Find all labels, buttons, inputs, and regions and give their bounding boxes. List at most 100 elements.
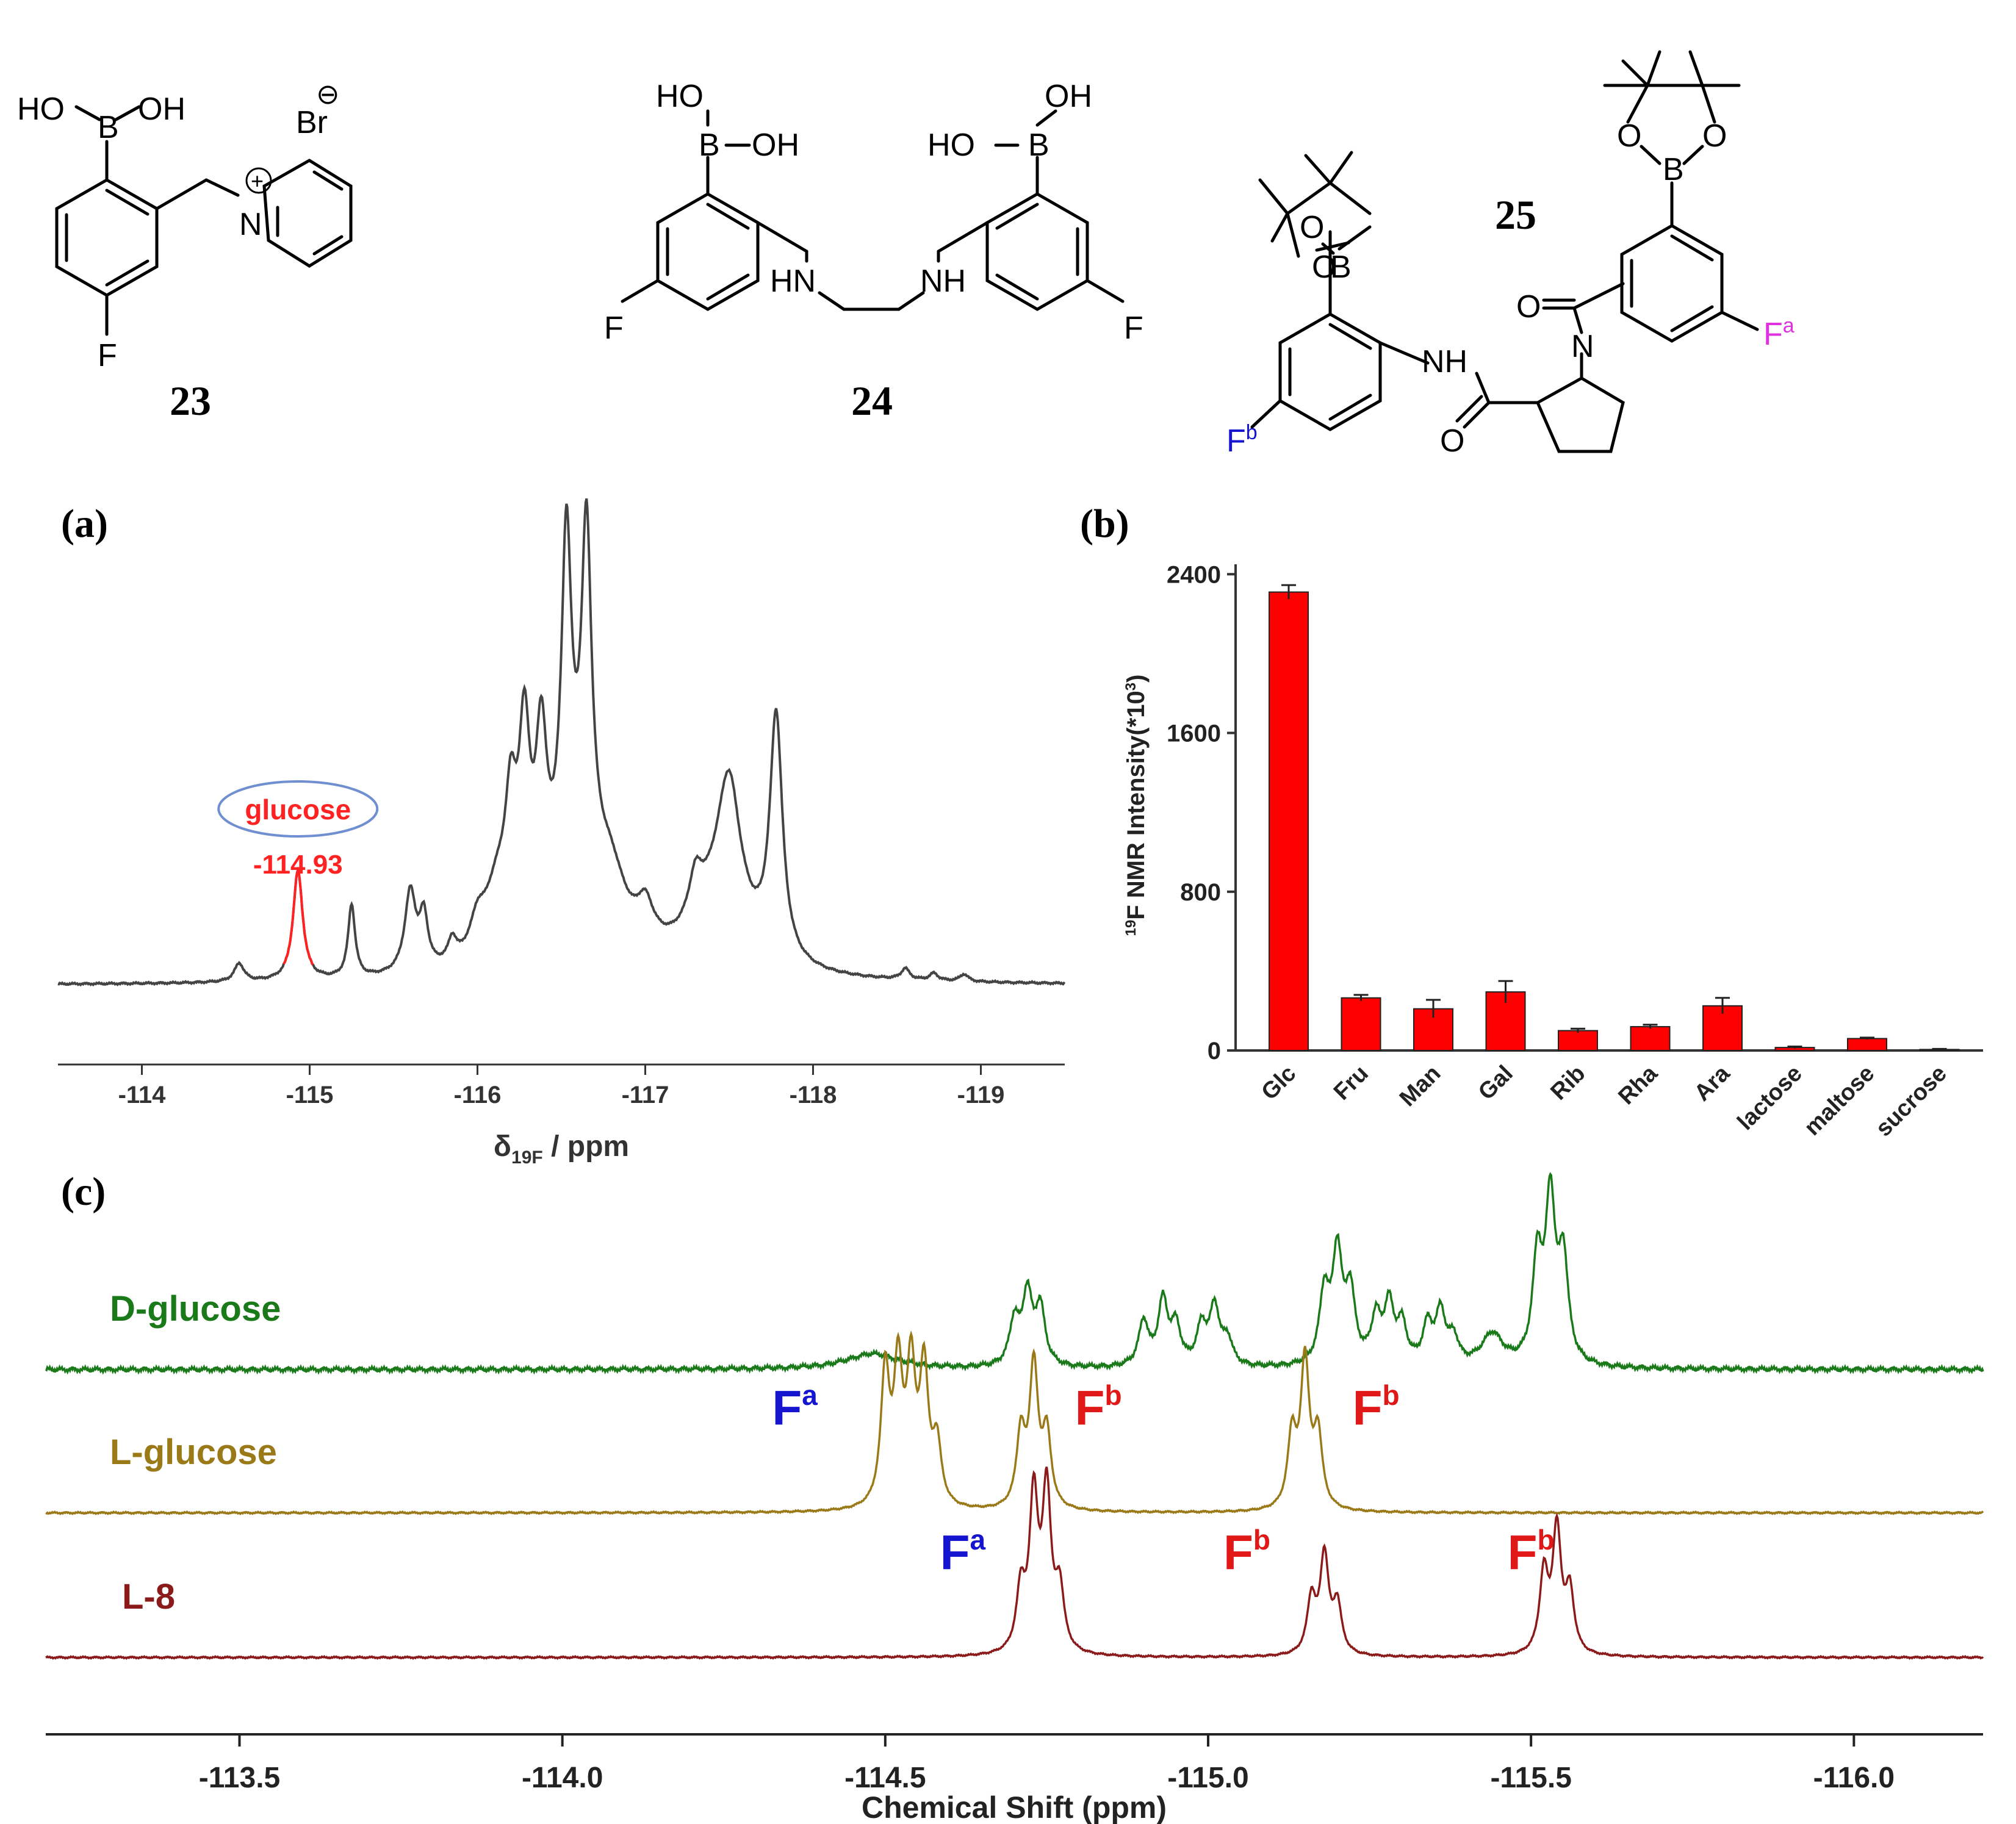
s24-benzyl-bond — [756, 221, 808, 253]
s25-methyl — [1304, 154, 1332, 185]
s24-b-right-label: B — [1028, 127, 1049, 163]
s25-c-o-bond — [1463, 401, 1491, 429]
s23-pyridinium-ring — [262, 159, 353, 268]
s23-phenyl-ring — [55, 178, 159, 297]
s24-benzyl-bond — [937, 221, 989, 253]
s23-minus-charge: ⊖ — [316, 78, 340, 110]
s25-aryl-bond — [1572, 282, 1625, 310]
s25-ring-double-bond — [1670, 305, 1714, 332]
series-label-D-glucose: D-glucose — [110, 1289, 281, 1329]
bar-Rha — [1630, 1025, 1671, 1051]
panel-a-ticks: -114 -115 -116 -117 -118 -119 — [118, 1065, 1004, 1108]
category-label-sucrose: sucrose — [1871, 1061, 1952, 1142]
s25-o-c-bond — [1626, 84, 1649, 124]
panel-a-tick-label: -114 — [118, 1082, 167, 1108]
category-label-lactose: lactose — [1733, 1061, 1807, 1135]
bar-maltose — [1847, 1038, 1887, 1052]
s25-b-o-bond — [1640, 145, 1661, 165]
s25-methyl — [1258, 178, 1289, 215]
s25-methyl — [1688, 50, 1704, 87]
category-label-Gal: Gal — [1474, 1061, 1518, 1105]
s25-ring-double-bond — [1670, 234, 1714, 262]
s23-atoms: HO B OH Br ⊖ N + F — [17, 78, 340, 373]
panel-b-y-tick-label: 0 — [1208, 1038, 1221, 1065]
s24-b-left-label: B — [699, 127, 720, 163]
s24-ring-double-bond — [995, 203, 1039, 230]
s25-o-label: O — [1440, 423, 1464, 459]
peak-annotation-Fa: Fa — [940, 1524, 986, 1579]
glucose-label-ellipse — [217, 780, 379, 838]
s23-benzyl-bond — [155, 178, 208, 210]
peak-annotation-Fb: Fb — [1508, 1524, 1555, 1579]
s25-methyl — [1328, 151, 1353, 185]
peak-annotation-Fa: Fa — [772, 1379, 818, 1435]
s25-methyl — [1270, 212, 1289, 243]
panel-b-y-tick-label: 1600 — [1167, 720, 1221, 747]
s25-right-ring — [1620, 224, 1724, 343]
panel-b-label: (b) — [1080, 501, 1129, 546]
series-label-L-8: L-8 — [122, 1577, 175, 1617]
panel-b-x-labels: Glc Fru Man Gal Rib Rha Aralactosemaltosesucro… — [1256, 1060, 1952, 1141]
s23-ho-label: HO — [17, 92, 65, 127]
category-label-Ara: Ara — [1690, 1060, 1735, 1106]
compound-24-label: 24 — [851, 378, 893, 424]
s25-o-label: O — [1312, 250, 1336, 285]
panel-b-y-tick-label: 2400 — [1167, 561, 1221, 588]
s23-ring-double-bond — [312, 170, 344, 191]
series-line-L-glucose — [45, 1330, 1984, 1515]
panel-c-series: D-glucose L-glucose L-8 — [45, 1172, 1984, 1660]
s24-right-ring — [985, 192, 1089, 311]
s25-c-nh-bond — [1378, 341, 1430, 365]
s24-c-f-bond — [1085, 279, 1125, 303]
series-line-L-8 — [45, 1467, 1984, 1660]
s25-nh-label: NH — [1422, 344, 1467, 379]
s25-o-label: O — [1617, 118, 1641, 154]
panel-a-tick-label: -116 — [454, 1082, 502, 1108]
s25-b-label: B — [1330, 250, 1352, 285]
s24-f-left-label: F — [604, 311, 624, 346]
category-label-Fru: Fru — [1329, 1061, 1373, 1105]
s24-oh-right-label: OH — [1045, 79, 1092, 114]
s23-plus-circle — [245, 167, 272, 194]
s25-c-o-bond — [1328, 181, 1372, 215]
s25-b-o-bond — [1682, 145, 1704, 165]
panel-a-tick-label: -115 — [286, 1082, 334, 1108]
s25-ring-double-bond — [1328, 323, 1372, 350]
s25-methyl — [1646, 50, 1661, 87]
glucose-annotation-label: glucose — [245, 794, 351, 825]
s23-ring-double-bond — [105, 259, 149, 287]
s24-ring-double-bond — [706, 273, 750, 301]
s23-ch2-n-bond — [204, 178, 240, 197]
bar-Glc — [1269, 591, 1309, 1051]
s23-oh-label: OH — [138, 92, 185, 127]
panel-b-bars — [1269, 584, 1960, 1052]
series-label-L-glucose: L-glucose — [110, 1432, 277, 1472]
s24-ring-double-bond — [995, 273, 1039, 301]
panel-a-spectrum: -114 -115 -116 -117 -118 -119 glucose -114.93… — [57, 498, 1066, 1168]
s25-nh-co-bond — [1475, 372, 1491, 404]
s24-atoms: HO B OH HN NH HO B OH F F — [604, 79, 1143, 346]
s25-o-c-bond — [1286, 212, 1300, 258]
panel-c-label: (c) — [61, 1169, 106, 1214]
panel-c-tick-label: -115.5 — [1490, 1762, 1571, 1794]
category-label-Glc: Glc — [1256, 1061, 1301, 1105]
s23-n-label: N — [239, 207, 262, 242]
panel-c-tick-label: -114.0 — [522, 1762, 603, 1794]
panel-a-glucose-peak — [283, 866, 314, 966]
structure-25 — [1250, 50, 1759, 453]
panel-a-label: (a) — [61, 501, 108, 546]
category-label-Rib: Rib — [1546, 1061, 1590, 1105]
bar-Rib — [1558, 1030, 1598, 1051]
s24-n-ch2-bond — [818, 291, 846, 311]
s25-b-label: B — [1663, 152, 1684, 187]
s23-f-label: F — [98, 338, 117, 373]
s25-o-label: O — [1516, 289, 1541, 325]
s24-oh-left-label: OH — [752, 127, 799, 163]
compound-23-label: 23 — [170, 378, 211, 424]
s24-hn-label: HN — [770, 264, 816, 299]
panel-a-tick-label: -118 — [790, 1082, 837, 1108]
peak-annotation-Fb: Fb — [1075, 1379, 1122, 1435]
s24-left-ring — [656, 192, 760, 311]
s24-nh-label: NH — [920, 264, 966, 299]
s23-b-o-bond — [114, 105, 141, 121]
